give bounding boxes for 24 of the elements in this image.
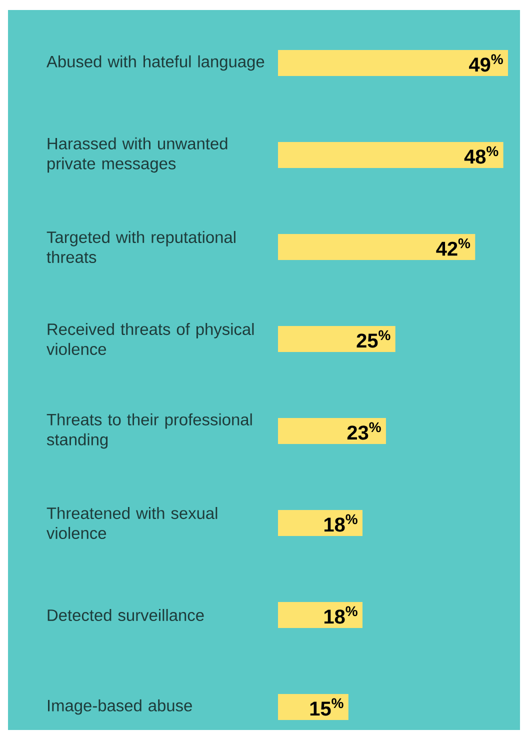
- y-tick-label: Threatened with sexual violence: [46, 507, 218, 539]
- data-label: 18$^{%}$: [324, 514, 358, 532]
- y-tick-label: Detected surveillance: [48, 608, 204, 622]
- y-tick-label: Targeted with reputational threats: [46, 231, 236, 263]
- bar: [278, 234, 476, 260]
- data-label: 18$^{%}$: [324, 606, 358, 624]
- bar: [278, 50, 508, 76]
- y-tick-label: Harassed with unwanted private messages: [48, 137, 228, 173]
- bar: [278, 510, 362, 536]
- y-tick-label: Received threats of physical violence: [46, 323, 254, 355]
- data-label: 42$^{%}$: [436, 238, 470, 256]
- bar: [278, 142, 504, 168]
- data-label: 15$^{%}$: [310, 698, 344, 716]
- bar: [278, 602, 362, 628]
- y-tick-label: Image-based abuse: [48, 699, 192, 715]
- y-tick-label: Threats to their professional standing: [46, 413, 252, 449]
- data-label: 25$^{%}$: [356, 330, 390, 348]
- data-label: 48$^{%}$: [464, 146, 498, 164]
- data-label: 49$^{%}$: [469, 54, 503, 72]
- bar: [278, 418, 386, 444]
- bar: [278, 694, 348, 720]
- y-tick-label: Abused with hateful language: [46, 55, 264, 71]
- bar: [278, 326, 396, 352]
- data-label: 23$^{%}$: [347, 422, 381, 440]
